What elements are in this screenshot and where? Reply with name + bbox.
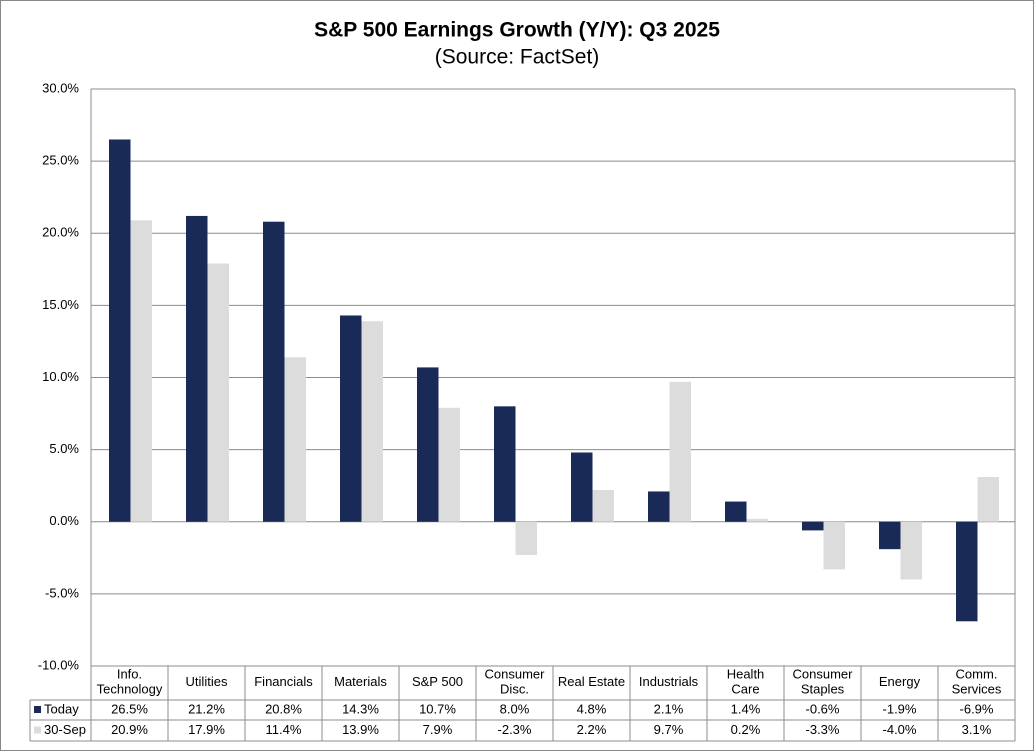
y-tick-label: 15.0%	[42, 297, 79, 312]
x-tick-label: Materials	[334, 674, 387, 689]
bar	[130, 220, 152, 522]
bar	[977, 477, 999, 522]
bar	[417, 367, 439, 522]
bar	[571, 452, 593, 522]
bar	[361, 321, 383, 522]
data-table-value: 17.9%	[188, 722, 225, 737]
x-tick-label: S&P 500	[412, 674, 463, 689]
data-table-value: 3.1%	[962, 722, 992, 737]
data-table-value: 1.4%	[731, 701, 761, 716]
y-tick-label: 20.0%	[42, 225, 79, 240]
data-table-value: 10.7%	[419, 701, 456, 716]
bar	[802, 521, 824, 531]
chart-title: S&P 500 Earnings Growth (Y/Y): Q3 2025	[314, 19, 720, 42]
data-table-value: -1.9%	[883, 701, 917, 716]
y-tick-label: -5.0%	[45, 585, 79, 600]
legend-label: Today	[44, 701, 79, 716]
bar	[284, 357, 306, 522]
data-table-value: -0.6%	[806, 701, 840, 716]
data-table-value: -6.9%	[960, 701, 994, 716]
bar	[340, 315, 362, 522]
chart-subtitle: (Source: FactSet)	[435, 46, 600, 69]
data-table-value: 2.2%	[577, 722, 607, 737]
bar	[263, 221, 285, 522]
bar	[186, 215, 208, 522]
data-table-value: 13.9%	[342, 722, 379, 737]
y-tick-label: 5.0%	[49, 441, 79, 456]
data-table-value: 0.2%	[731, 722, 761, 737]
x-tick-label: Real Estate	[558, 674, 625, 689]
legend-swatch	[34, 726, 41, 734]
bar	[725, 501, 747, 522]
y-tick-label: -10.0%	[38, 657, 80, 672]
x-tick-label: Health Care	[727, 667, 765, 697]
y-tick-label: 10.0%	[42, 369, 79, 384]
bar	[515, 521, 537, 555]
data-table-value: -3.3%	[806, 722, 840, 737]
x-tick-label: Energy	[879, 674, 921, 689]
bar	[494, 406, 516, 522]
bar	[823, 521, 845, 570]
bar	[109, 139, 131, 522]
data-table-value: 2.1%	[654, 701, 684, 716]
bar	[648, 491, 670, 522]
x-tick-label: Financials	[254, 674, 313, 689]
bar	[438, 407, 460, 522]
bar	[879, 521, 901, 550]
legend-label: 30-Sep	[44, 722, 86, 737]
legend-swatch	[34, 706, 41, 713]
x-tick-label: Comm. Services	[952, 667, 1002, 697]
data-table-value: 4.8%	[577, 701, 607, 716]
x-tick-label: Utilities	[186, 674, 228, 689]
y-tick-label: 25.0%	[42, 153, 79, 168]
y-tick-label: 0.0%	[49, 513, 79, 528]
x-tick-label: Industrials	[639, 674, 699, 689]
data-table-value: -4.0%	[883, 722, 917, 737]
y-tick-label: 30.0%	[42, 80, 79, 95]
bar	[956, 521, 978, 622]
bar	[592, 490, 614, 522]
data-table-value: 21.2%	[188, 701, 225, 716]
x-tick-label: Info. Technology	[97, 667, 163, 697]
bar	[900, 521, 922, 580]
data-table-value: 20.8%	[265, 701, 302, 716]
x-tick-label: Consumer Disc.	[485, 667, 546, 697]
data-table-value: 14.3%	[342, 701, 379, 716]
x-tick-label: Consumer Staples	[793, 667, 854, 697]
bar	[207, 263, 229, 522]
data-table-value: 7.9%	[423, 722, 453, 737]
data-table-value: 26.5%	[111, 701, 148, 716]
bar	[669, 381, 691, 522]
data-table-value: 20.9%	[111, 722, 148, 737]
data-table-value: -2.3%	[498, 722, 532, 737]
data-table-value: 11.4%	[266, 722, 302, 737]
bar	[746, 518, 768, 522]
data-table-value: 8.0%	[500, 701, 530, 716]
data-table-value: 9.7%	[654, 722, 684, 737]
